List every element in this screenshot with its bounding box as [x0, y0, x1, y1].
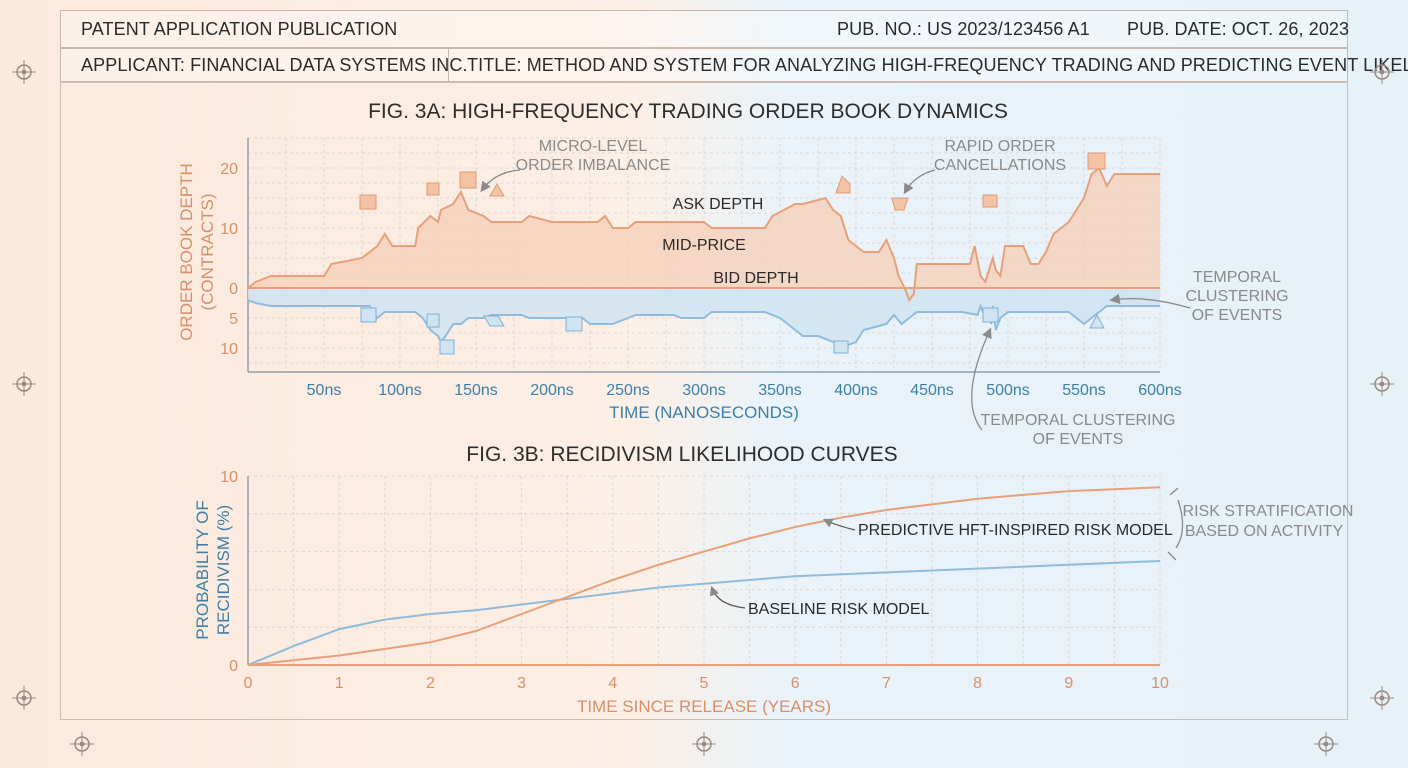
svg-text:OF EVENTS: OF EVENTS — [1192, 307, 1283, 324]
publication-date: PUB. DATE: OCT. 26, 2023 — [1127, 18, 1350, 39]
fig3b-gridlines — [247, 475, 1161, 666]
publication-number: PUB. NO.: US 2023/123456 A1 — [837, 18, 1090, 39]
annotation-temporal-clustering-right: TEMPORAL CLUSTERING OF EVENTS — [1109, 269, 1289, 324]
svg-text:PREDICTIVE HFT-INSPIRED RISK M: PREDICTIVE HFT-INSPIRED RISK MODEL — [858, 522, 1173, 539]
fig3b-y-tick-label: 10 — [220, 469, 238, 486]
fig3b-x-tick-label: 1 — [335, 675, 344, 692]
annotation-temporal-clustering-bottom: TEMPORAL CLUSTERING OF EVENTS — [971, 327, 1176, 448]
registration-mark-icon — [692, 732, 716, 756]
svg-text:CLUSTERING: CLUSTERING — [1185, 288, 1288, 305]
fig3a-y-tick-label: 10 — [220, 221, 238, 238]
baseline-risk-line — [247, 560, 1161, 666]
svg-text:ORDER IMBALANCE: ORDER IMBALANCE — [516, 157, 671, 174]
fig3b-ylabel-line1: PROBABILITY OF — [193, 500, 212, 640]
header-row-1: PATENT APPLICATION PUBLICATION PUB. NO.:… — [60, 10, 1350, 48]
fig3b-title: FIG. 3B: RECIDIVISM LIKELIHOOD CURVES — [466, 443, 897, 466]
registration-mark-icon — [12, 372, 36, 396]
fig3a-x-tick-label: 500ns — [986, 382, 1030, 399]
svg-text:RISK STRATIFICATION: RISK STRATIFICATION — [1183, 503, 1354, 520]
registration-mark-icon — [1370, 372, 1394, 396]
header-row-2: APPLICANT: FINANCIAL DATA SYSTEMS INC. T… — [60, 48, 1408, 82]
fig3a-x-tick-label: 600ns — [1138, 382, 1182, 399]
fig3b-x-tick-label: 3 — [517, 675, 526, 692]
header-divider — [448, 49, 449, 81]
series-label-ask-depth: ASK DEPTH — [673, 196, 764, 213]
svg-text:CANCELLATIONS: CANCELLATIONS — [934, 157, 1066, 174]
fig3a-y-tick-label: 20 — [220, 161, 238, 178]
fig3a-xlabel: TIME (NANOSECONDS) — [609, 403, 799, 422]
registration-mark-icon — [1370, 686, 1394, 710]
fig3a-y-tick-label: 10 — [220, 341, 238, 358]
fig3a-y-tick-label: 0 — [229, 281, 238, 298]
fig3b-x-tick-label: 10 — [1151, 675, 1169, 692]
svg-text:MICRO-LEVEL: MICRO-LEVEL — [539, 138, 648, 155]
fig3a-x-tick-label: 50ns — [307, 382, 342, 399]
registration-mark-icon — [12, 686, 36, 710]
fig3b-xlabel: TIME SINCE RELEASE (YEARS) — [577, 697, 831, 716]
publication-type: PATENT APPLICATION PUBLICATION — [81, 18, 398, 39]
fig3b-x-tick-label: 6 — [791, 675, 800, 692]
series-label-bid-depth: BID DEPTH — [713, 270, 798, 287]
series-label-baseline-model: BASELINE RISK MODEL — [709, 585, 929, 618]
predictive-risk-line — [247, 486, 1161, 666]
annotation-risk-stratification: RISK STRATIFICATION BASED ON ACTIVITY — [1167, 487, 1354, 561]
series-label-mid-price: MID-PRICE — [662, 237, 746, 254]
figure-frame — [60, 82, 1348, 720]
ask-depth-area — [248, 168, 1160, 300]
fig3a-title: FIG. 3A: HIGH-FREQUENCY TRADING ORDER BO… — [368, 100, 1008, 123]
registration-mark-icon — [70, 732, 94, 756]
fig3a-x-tick-label: 150ns — [454, 382, 498, 399]
fig3b-plot-area: 0 1 2 3 4 5 6 7 8 9 10 10 0 — [220, 469, 1169, 692]
svg-text:OF EVENTS: OF EVENTS — [1033, 431, 1124, 448]
registration-mark-icon — [12, 60, 36, 84]
annotation-micro-level-order-imbalance: MICRO-LEVEL ORDER IMBALANCE — [480, 138, 671, 193]
fig3a-x-tick-label: 300ns — [682, 382, 726, 399]
applicant: APPLICANT: FINANCIAL DATA SYSTEMS INC. — [81, 54, 468, 75]
fig3a-plot-area: 50ns 100ns 150ns 200ns 250ns 300ns 350ns 400ns 4… — [220, 161, 1182, 399]
registration-mark-icon — [1314, 732, 1338, 756]
svg-text:BASED ON ACTIVITY: BASED ON ACTIVITY — [1185, 523, 1344, 540]
fig3a-ylabel-line1: ORDER BOOK DEPTH — [177, 163, 196, 341]
fig3b-x-tick-label: 0 — [244, 675, 253, 692]
annotation-rapid-order-cancellations: RAPID ORDER CANCELLATIONS — [903, 138, 1066, 195]
fig3b-x-tick-label: 7 — [882, 675, 891, 692]
patent-title: TITLE: METHOD AND SYSTEM FOR ANALYZING H… — [467, 54, 1408, 75]
fig3a-x-tick-label: 250ns — [606, 382, 650, 399]
svg-text:BASELINE RISK MODEL: BASELINE RISK MODEL — [748, 601, 929, 618]
fig3a-x-tick-label: 550ns — [1062, 382, 1106, 399]
svg-text:TEMPORAL CLUSTERING: TEMPORAL CLUSTERING — [981, 412, 1176, 429]
fig3a-x-tick-label: 100ns — [378, 382, 422, 399]
svg-text:RAPID ORDER: RAPID ORDER — [944, 138, 1055, 155]
fig3b-x-tick-label: 2 — [426, 675, 435, 692]
fig3b-x-tick-label: 4 — [608, 675, 617, 692]
fig3a-x-tick-label: 450ns — [910, 382, 954, 399]
fig3a-ylabel-line2: (CONTRACTS) — [198, 193, 217, 310]
fig3a-x-tick-label: 350ns — [758, 382, 802, 399]
svg-text:TEMPORAL: TEMPORAL — [1193, 269, 1281, 286]
fig3a-x-tick-label: 400ns — [834, 382, 878, 399]
fig3b-x-tick-label: 5 — [700, 675, 709, 692]
event-markers — [359, 152, 1106, 355]
fig3b-ylabel-line2: RECIDIVISM (%) — [214, 505, 233, 635]
series-label-predictive-model: PREDICTIVE HFT-INSPIRED RISK MODEL — [822, 518, 1173, 539]
fig3b-y-tick-label: 0 — [229, 658, 238, 675]
registration-mark-icon — [1370, 60, 1394, 84]
fig3b-x-tick-label: 8 — [973, 675, 982, 692]
fig3a-x-tick-label: 200ns — [530, 382, 574, 399]
fig3b-x-tick-label: 9 — [1064, 675, 1073, 692]
ask-depth-line — [247, 166, 1160, 303]
fig3a-y-tick-label: 5 — [229, 311, 238, 328]
